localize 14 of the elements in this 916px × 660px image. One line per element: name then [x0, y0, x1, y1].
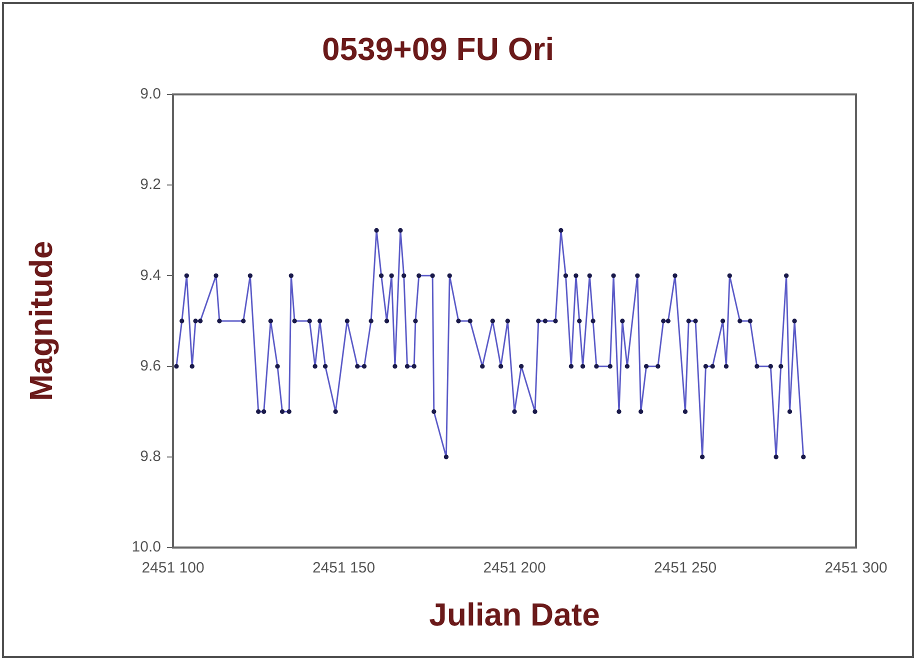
y-axis-title: Magnitude — [23, 241, 60, 401]
y-tick-label: 9.2 — [140, 176, 161, 194]
x-axis-title: Julian Date — [429, 596, 600, 633]
y-tick-label: 9.0 — [140, 86, 161, 103]
y-tick-label: 9.8 — [140, 448, 161, 466]
y-tick-label: 9.6 — [140, 357, 161, 374]
x-tick-label: 2451 300 — [824, 560, 888, 577]
x-tick-label: 2451 250 — [654, 560, 717, 577]
x-tick-label: 2451 150 — [312, 560, 376, 577]
y-tick-label: 10.0 — [132, 538, 161, 556]
y-tick-label: 9.4 — [140, 266, 161, 284]
x-tick-label: 2451 200 — [483, 560, 546, 577]
x-tick-label: 2451 100 — [142, 560, 204, 577]
chart-title: 0539+09 FU Ori — [322, 31, 554, 68]
